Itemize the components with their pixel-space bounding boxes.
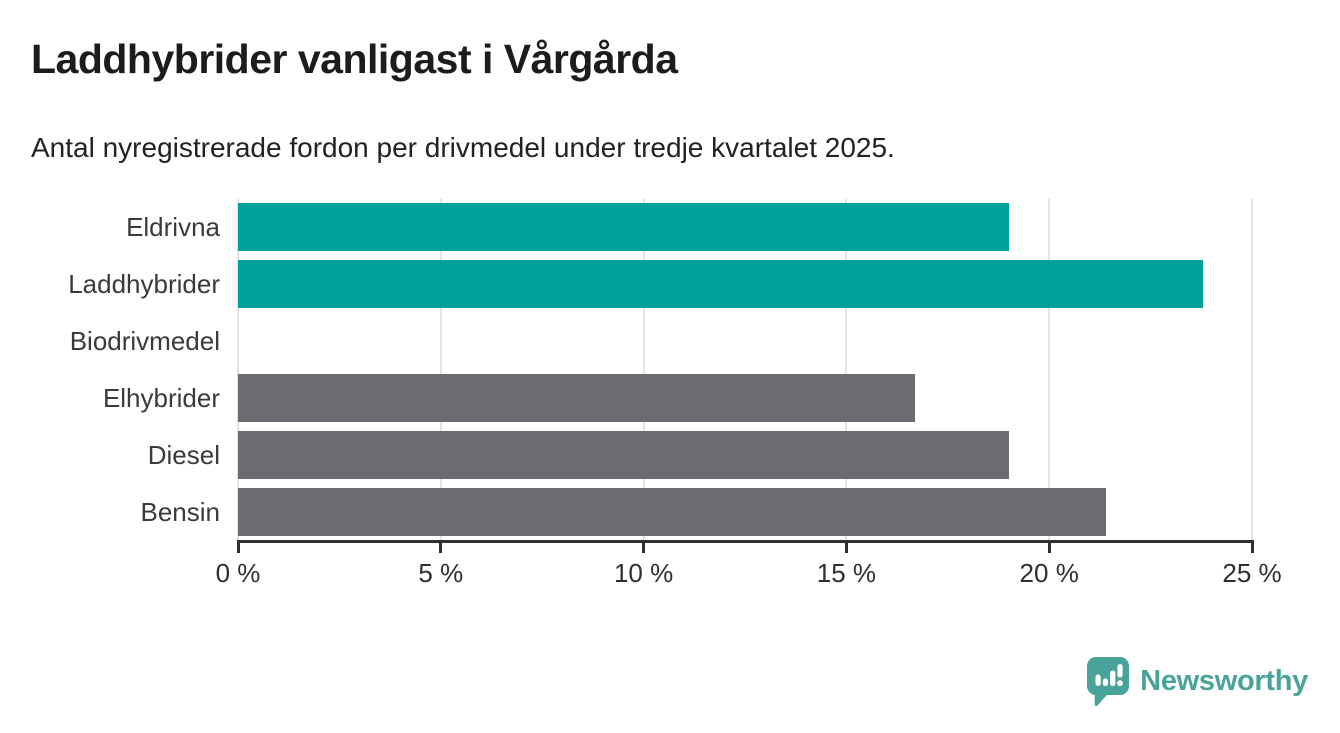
x-axis-tick-0: [236, 540, 240, 553]
category-label-laddhybrider: Laddhybrider: [68, 269, 220, 300]
x-axis-tick-label-10: 10 %: [613, 558, 674, 588]
x-axis-tick-label-15: 15 %: [816, 558, 877, 588]
gridline-15: [845, 199, 848, 540]
newsworthy-logo-icon: [1087, 657, 1130, 707]
logo-exclamation-dot: [1117, 680, 1124, 687]
x-axis-tick-label-0: 0 %: [215, 558, 261, 588]
gridline-5: [439, 199, 442, 540]
logo-exclamation-stem: [1117, 664, 1123, 678]
newsworthy-logo-text: Newsworthy: [1140, 664, 1308, 697]
x-axis-tick-5: [439, 540, 443, 553]
x-axis-tick-10: [642, 540, 646, 553]
bar-bensin: [238, 487, 1106, 536]
bar-elhybrider: [238, 373, 916, 422]
x-axis-tick-25: [1250, 540, 1254, 553]
x-axis-tick-label-25: 25 %: [1222, 558, 1282, 588]
category-label-biodrivmedel: Biodrivmedel: [69, 326, 220, 357]
logo-bar-3: [1110, 670, 1116, 686]
bar-eldrivna: [238, 203, 1009, 252]
x-axis-line: [236, 540, 1254, 543]
x-axis-tick-15: [844, 540, 848, 553]
category-label-bensin: Bensin: [140, 496, 221, 527]
x-axis-tick-label-20: 20 %: [1019, 558, 1079, 588]
category-label-elhybrider: Elhybrider: [102, 382, 220, 413]
chart-title: Laddhybrider vanligast i Vårgårda: [31, 36, 678, 82]
gridline-25: [1251, 199, 1253, 540]
logo-bar-2: [1102, 678, 1109, 686]
bar-diesel: [238, 430, 1009, 479]
logo-bar-1: [1095, 674, 1101, 686]
category-label-diesel: Diesel: [147, 439, 220, 470]
bar-laddhybrider: [238, 260, 1204, 309]
gridline-20: [1048, 199, 1051, 540]
x-axis-tick-label-5: 5 %: [418, 558, 464, 588]
gridline-10: [642, 199, 645, 540]
category-label-eldrivna: Eldrivna: [126, 212, 220, 243]
chart-subtitle: Antal nyregistrerade fordon per drivmede…: [31, 132, 895, 163]
newsworthy-logo: Newsworthy: [1084, 655, 1308, 707]
x-axis-tick-20: [1047, 540, 1051, 553]
gridline-0: [237, 199, 239, 540]
